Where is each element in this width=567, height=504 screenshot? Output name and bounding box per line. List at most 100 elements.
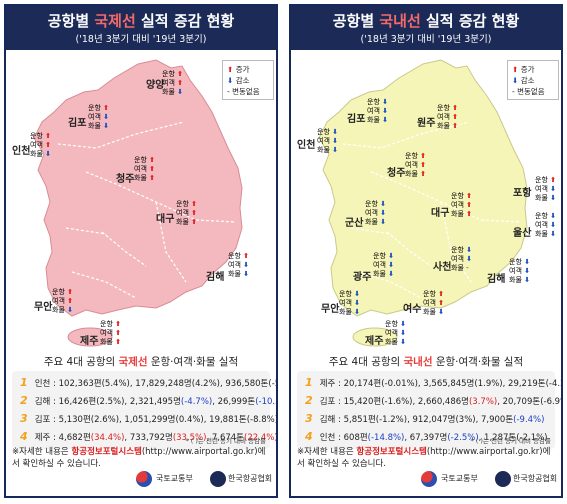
indicator-row: 여객 ⬇ — [228, 261, 249, 270]
legend-nochange: - 변동없음 — [512, 87, 545, 96]
summary: 주요 4대 공항의 국제선 운항·여객·화물 실적 1 인천 : 102,363… — [6, 354, 276, 454]
logo-kac: 한국항공협회 — [513, 474, 558, 483]
indicator-row-label: 운항 — [385, 320, 401, 328]
indicator-row-label: 화물 — [405, 170, 421, 178]
airport-label: 군산 — [345, 218, 364, 229]
indicator-row: 여객 ⬆ — [405, 161, 426, 170]
indicator-row: 운항 ⬆ — [228, 252, 249, 261]
arrow-up-icon: ⬆ — [191, 218, 197, 226]
indicator-row-label: 여객 — [535, 221, 551, 229]
arrow-down-icon: ⬇ — [400, 320, 406, 328]
airport-indicator: 운항 ⬆ 여객 ⬆ 화물 ⬆ — [176, 200, 197, 227]
indicator-row: 운항 ⬇ — [317, 128, 338, 137]
indicator-row-label: 화물 — [339, 308, 355, 316]
airport-indicator: 운항 ⬆ 여객 ⬆ 화물 ⬇ — [30, 132, 51, 159]
rank-row-3: 3 김포 : 5,130편(2.6%), 1,051,299명(0.4%), 1… — [20, 412, 278, 425]
arrow-down-icon: ⬇ — [466, 255, 472, 263]
logo-molit: 국토교통부 — [441, 474, 478, 483]
arrow-up-icon: ⬆ — [438, 299, 444, 307]
indicator-row-label: 화물 — [176, 218, 192, 226]
panel-title: 공항별 국제선 실적 증감 현황 — [47, 12, 235, 30]
indicator-row: 여객 ⬇ — [451, 255, 472, 264]
airport-label: 김포 — [347, 114, 366, 125]
indicator-row-label: 화물 — [317, 146, 333, 154]
airport-label: 포항 — [513, 188, 532, 199]
arrow-down-icon: ⬇ — [67, 306, 73, 314]
indicator-row: 화물 ⬇ — [367, 116, 388, 125]
indicator-row-label: 여객 — [367, 107, 383, 115]
arrow-down-icon: ⬇ — [400, 338, 406, 346]
arrow-down-icon: ⬇ — [354, 290, 360, 298]
indicator-row: 화물 ⬆ — [437, 122, 458, 131]
indicator-row-label: 여객 — [373, 261, 389, 269]
indicator-row-label: 화물 — [52, 306, 68, 314]
indicator-row: 화물 ⬇ — [228, 270, 249, 279]
arrow-up-icon: ⬆ — [67, 297, 73, 305]
indicator-row-label: 운항 — [451, 192, 467, 200]
arrow-up-icon: ⬆ — [243, 252, 249, 260]
indicator-row: 화물 ⬇ — [373, 270, 394, 279]
arrow-up-icon: ⬆ — [45, 132, 51, 140]
airport-indicator: 운항 ⬆ 여객 ⬆ 화물 ⬇ — [52, 288, 73, 315]
arrow-up-icon: ⬆ — [115, 320, 121, 328]
arrow-down-icon: ⬇ — [332, 146, 338, 154]
indicator-row-label: 여객 — [176, 209, 192, 217]
panel-subtitle: ('18년 3분기 대비 '19년 3분기) — [75, 34, 207, 45]
indicator-row: 화물 - — [451, 264, 472, 273]
arrow-down-icon: ⬇ — [243, 261, 249, 269]
indicator-row: 화물 ⬇ — [30, 150, 51, 159]
airport-indicator: 운항 ⬆ 여객 ⬇ 화물 ⬇ — [228, 252, 249, 279]
panel-subtitle: ('18년 3분기 대비 '19년 3분기) — [360, 34, 492, 45]
airport-indicator: 운항 ⬆ 여객 ⬇ 화물 ⬇ — [88, 104, 109, 131]
indicator-row-label: 화물 — [437, 122, 453, 130]
airport-label: 인천 — [297, 140, 316, 151]
indicator-row: 화물 ⬇ — [162, 88, 183, 97]
map-shape — [33, 59, 243, 347]
indicator-row: 운항 ⬇ — [339, 290, 360, 299]
indicator-row-label: 운항 — [134, 156, 150, 164]
indicator-row-label: 운항 — [176, 200, 192, 208]
indicator-row: 운항 ⬆ — [176, 200, 197, 209]
airport-indicator: 운항 ⬇ 여객 ⬇ 화물 ⬇ — [339, 290, 360, 317]
indicator-row-label: 화물 — [30, 150, 46, 158]
indicator-row: 화물 ⬇ — [317, 146, 338, 155]
indicator-row-label: 운항 — [535, 212, 551, 220]
indicator-row-label: 운항 — [365, 200, 381, 208]
indicator-row-label: 여객 — [30, 141, 46, 149]
indicator-row: 운항 ⬇ — [367, 98, 388, 107]
indicator-row: 운항 ⬇ — [373, 252, 394, 261]
arrow-up-icon: ⬆ — [191, 200, 197, 208]
arrow-down-icon: ⬇ — [382, 116, 388, 124]
indicator-row: 여객 ⬆ — [451, 201, 472, 210]
airport-indicator: 운항 ⬇ 여객 ⬇ 화물 ⬇ — [535, 212, 556, 239]
airport-label: 울산 — [513, 228, 532, 239]
indicator-row-label: 여객 — [451, 255, 467, 263]
map-shape — [318, 59, 528, 347]
legend-decrease: ⬇ 감소 — [227, 76, 250, 85]
airport-label: 대구 — [156, 214, 175, 225]
logo-molit: 국토교통부 — [156, 474, 193, 483]
arrow-up-icon: ⬆ — [177, 79, 183, 87]
indicator-row-label: 여객 — [535, 185, 551, 193]
arrow-down-icon: ⬇ — [388, 252, 394, 260]
arrow-down-icon: ⬇ — [550, 212, 556, 220]
airport-label: 원주 — [417, 118, 436, 129]
indicator-row: 여객 ⬆ — [100, 329, 121, 338]
airport-indicator: 운항 ⬇ 여객 ⬇ 화물 ⬇ — [367, 98, 388, 125]
arrow-down-icon: ⬇ — [380, 218, 386, 226]
indicator-row-label: 여객 — [437, 113, 453, 121]
indicator-row: 여객 ⬇ — [339, 299, 360, 308]
arrow-up-icon: ⬆ — [466, 201, 472, 209]
dash-icon: - — [466, 264, 469, 272]
airport-indicator: 운항 ⬇ 여객 ⬇ 화물 - — [451, 246, 472, 273]
indicator-row-label: 운항 — [367, 98, 383, 106]
arrow-down-icon: ⬇ — [382, 107, 388, 115]
indicator-row-label: 여객 — [423, 299, 439, 307]
indicator-row-label: 여객 — [100, 329, 116, 337]
legend-increase: ⬆ 증가 — [227, 65, 250, 74]
legend: ⬆ 증가 ⬇ 감소 - 변동없음 — [507, 60, 559, 100]
arrow-down-icon: ⬇ — [524, 258, 530, 266]
molit-emblem-icon — [136, 471, 152, 487]
rank-row-3: 3 김해 : 5,851편(-1.2%), 912,047명(3%), 7,90… — [305, 412, 545, 425]
indicator-row: 운항 ⬆ — [134, 156, 155, 165]
